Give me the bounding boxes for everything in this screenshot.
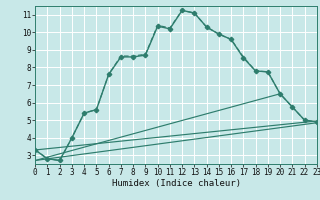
- X-axis label: Humidex (Indice chaleur): Humidex (Indice chaleur): [111, 179, 241, 188]
